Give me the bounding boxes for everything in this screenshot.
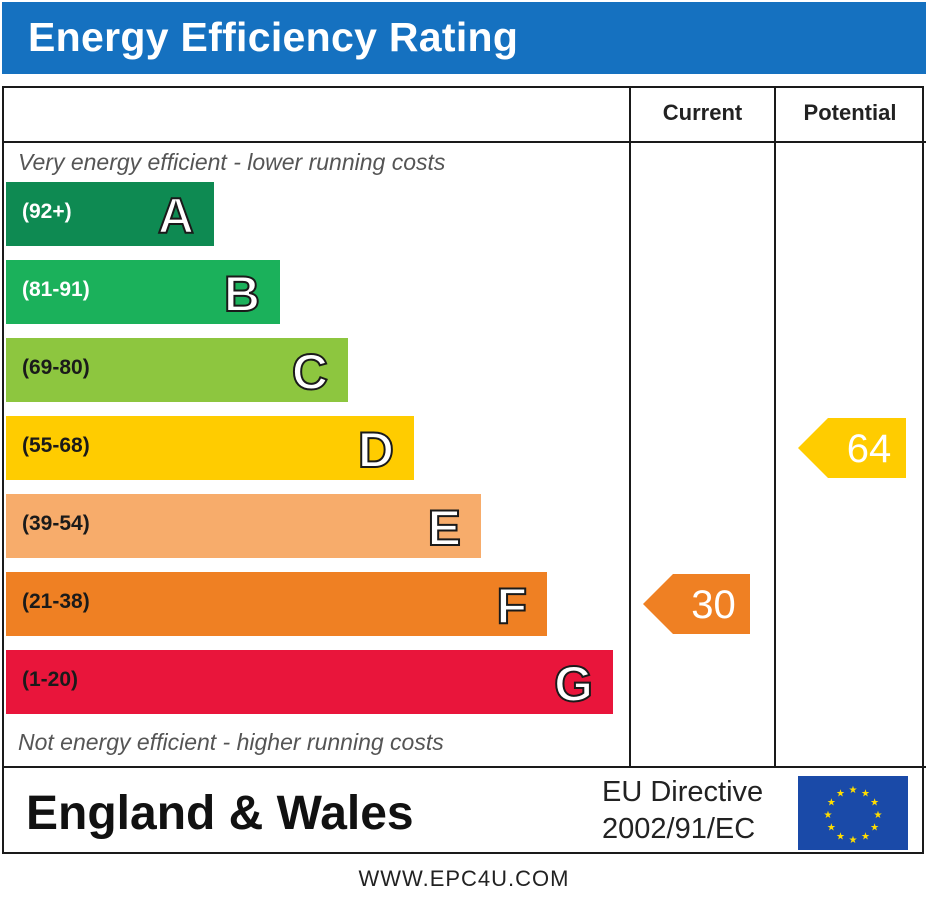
title-banner: Energy Efficiency Rating [2,2,926,74]
band-f: (21-38) F [6,572,547,636]
band-letter-label: B [223,265,261,323]
eu-star-icon: ★ [870,823,879,834]
band-range-label: (69-80) [22,356,90,379]
eu-star-icon: ★ [836,832,845,843]
top-caption: Very energy efficient - lower running co… [18,149,446,175]
band-letter-label: C [291,343,329,401]
band-a: (92+) A [6,182,214,246]
band-range-label: (55-68) [22,434,90,457]
footer-divider [2,766,926,768]
region-label: England & Wales [26,787,414,840]
bottom-caption: Not energy efficient - higher running co… [18,729,444,755]
eu-star-icon: ★ [870,798,879,809]
band-e: (39-54) E [6,494,481,558]
divider-current [629,86,631,768]
eu-flag-icon: ★★★★★★★★★ ★ ★★ [798,776,908,850]
eu-star-icon: ★ [836,788,845,799]
band-d: (55-68) D [6,416,414,480]
divider-potential [774,86,776,768]
eu-flag-stars: ★★★★★★★★★ ★ ★★ [824,785,883,846]
chart-title: Energy Efficiency Rating [28,14,519,60]
eu-star-icon: ★ [861,832,870,843]
eu-star-icon: ★ [827,823,836,834]
band-letter-label: G [553,655,594,713]
eu-star-icon: ★ [827,798,836,809]
band-range-label: (92+) [22,200,72,223]
band-c: (69-80) C [6,338,348,402]
band-letter-label: E [427,499,462,557]
eu-star-icon: ★ [824,810,833,821]
band-letter-label: F [495,577,528,635]
eu-flag-background [798,776,908,850]
eu-star-icon: ★ [861,788,870,799]
eu-star-icon: ★ [849,785,858,796]
rating-frame [2,86,924,854]
band-range-label: (81-91) [22,278,90,301]
band-letter-label: A [157,187,195,245]
website-label: WWW.EPC4U.COM [358,866,570,891]
current-column-header: Current [662,100,743,125]
eu-star-icon: ★ [874,810,883,821]
eu-directive-number: 2002/91/EC [602,813,756,845]
band-range-label: (21-38) [22,590,90,613]
eu-directive-label: EU Directive [602,776,764,808]
header-row-divider [2,141,926,143]
band-range-label: (1-20) [22,668,79,691]
band-g: (1-20) G [6,650,613,714]
potential-column-header: Potential [803,100,897,125]
band-letter-label: D [357,421,395,479]
band-range-label: (39-54) [22,512,90,535]
eu-star-icon: ★ [849,835,858,846]
band-b: (81-91) B [6,260,280,324]
